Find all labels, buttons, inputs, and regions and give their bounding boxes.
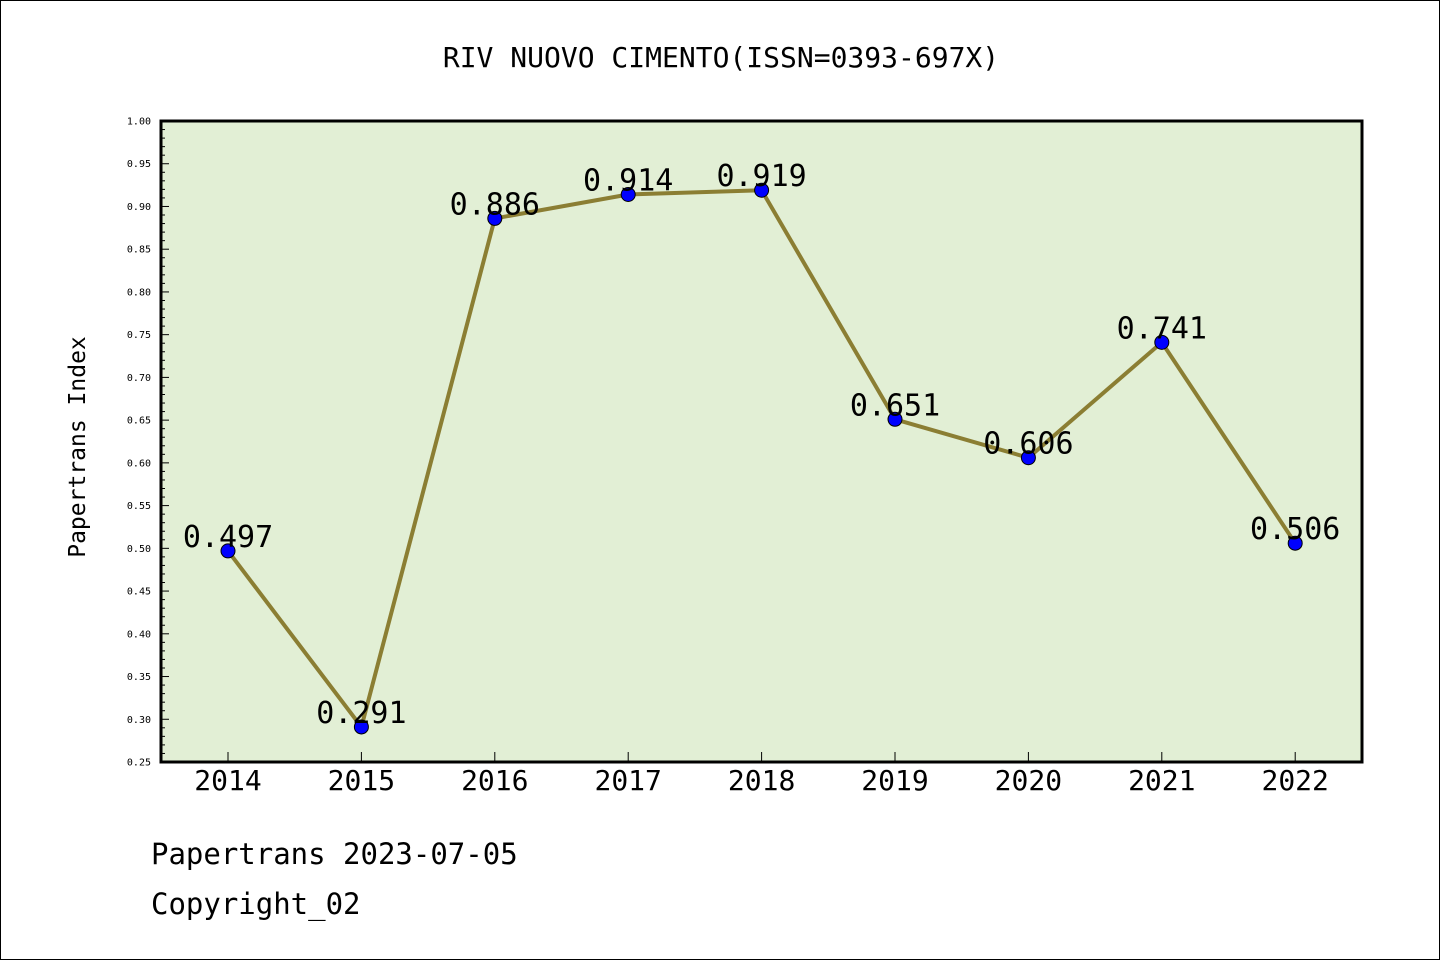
data-label: 0.919: [716, 159, 806, 194]
y-axis-label: Papertrans Index: [65, 336, 91, 558]
y-tick-label: 0.50: [127, 544, 151, 555]
x-tick-label: 2016: [461, 764, 528, 797]
data-point: [1154, 334, 1170, 350]
data-label: 0.497: [183, 520, 273, 555]
y-tick-label: 0.70: [127, 373, 151, 384]
x-tick-label: 2022: [1261, 764, 1328, 797]
data-point: [887, 411, 903, 427]
data-point: [1020, 450, 1036, 466]
series-papertrans-index: 0.497 0.291 0.886 0.914 0.919 0.651 0.606 0.741…: [183, 159, 1340, 735]
data-point: [754, 182, 770, 198]
footer-date-line: Papertrans 2023-07-05: [151, 837, 518, 871]
y-tick-label: 0.65: [127, 416, 151, 427]
data-point: [1287, 535, 1303, 551]
x-tick-label: 2020: [995, 764, 1062, 797]
data-label: 0.291: [316, 696, 406, 731]
data-point: [220, 543, 236, 559]
plot-area: [159, 119, 1364, 764]
data-label: 0.914: [583, 164, 673, 199]
y-tick-label: 0.45: [127, 587, 151, 598]
y-tick-label: 0.25: [127, 758, 151, 769]
data-point: [620, 187, 636, 203]
y-tick-label: 0.35: [127, 672, 151, 683]
data-point: [487, 210, 503, 226]
data-label: 0.651: [850, 388, 940, 423]
y-tick-label: 0.75: [127, 330, 151, 341]
x-tick-label: 2017: [594, 764, 661, 797]
x-tick-label: 2018: [728, 764, 795, 797]
data-point: [353, 719, 369, 735]
footer-copyright-line: Copyright_02: [151, 887, 361, 921]
data-label: 0.886: [450, 187, 540, 222]
y-tick-label: 0.95: [127, 159, 151, 170]
x-tick-label: 2014: [194, 764, 261, 797]
data-label: 0.606: [983, 427, 1073, 462]
x-tick-label: 2019: [861, 764, 928, 797]
y-tick-label: 0.40: [127, 629, 151, 640]
x-tick-label: 2015: [328, 764, 395, 797]
y-tick-label: 0.60: [127, 458, 151, 469]
y-tick-label: 1.00: [127, 117, 151, 128]
y-axis: 0.25 0.30 0.35 0.40 0.45 0.50 0.55 0.60 0.65 0.70…: [127, 117, 169, 769]
chart-title: RIV NUOVO CIMENTO(ISSN=0393-697X): [443, 41, 999, 74]
data-label: 0.741: [1117, 311, 1207, 346]
y-tick-label: 0.85: [127, 245, 151, 256]
y-tick-label: 0.80: [127, 287, 151, 298]
data-label: 0.506: [1250, 512, 1340, 547]
x-tick-label: 2021: [1128, 764, 1195, 797]
y-tick-label: 0.30: [127, 715, 151, 726]
x-axis: 2014 2015 2016 2017 2018 2019 2020 2021 2022: [194, 752, 1329, 797]
y-tick-label: 0.55: [127, 501, 151, 512]
y-tick-label: 0.90: [127, 202, 151, 213]
